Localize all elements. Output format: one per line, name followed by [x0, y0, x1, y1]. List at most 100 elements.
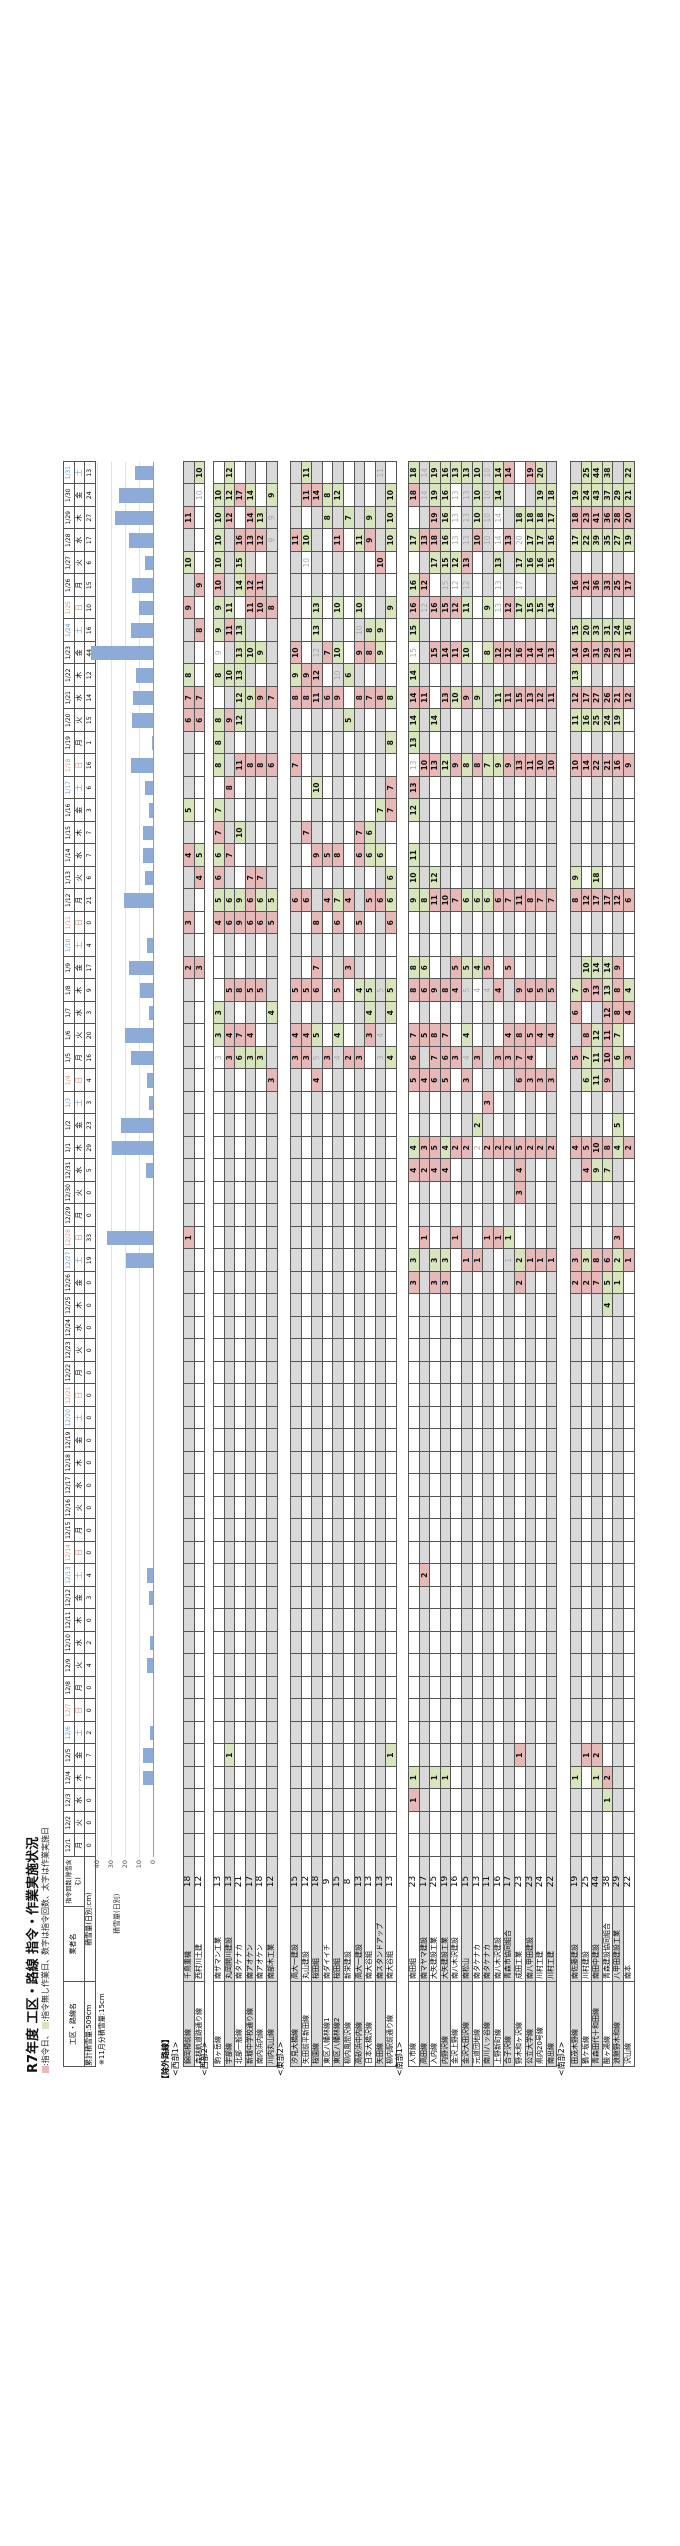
- day-cell[interactable]: 13: [234, 641, 246, 664]
- day-cell[interactable]: 12: [450, 574, 462, 597]
- day-cell[interactable]: [266, 1114, 278, 1137]
- day-cell[interactable]: [440, 1519, 451, 1542]
- day-cell[interactable]: [322, 799, 333, 822]
- day-cell[interactable]: [493, 1766, 504, 1789]
- day-cell[interactable]: [623, 1091, 635, 1114]
- day-cell[interactable]: [364, 1406, 376, 1429]
- day-cell[interactable]: [591, 821, 603, 844]
- day-cell[interactable]: [419, 1519, 430, 1542]
- day-cell[interactable]: 11: [234, 754, 246, 777]
- day-cell[interactable]: [493, 1586, 504, 1609]
- day-cell[interactable]: 4: [493, 979, 504, 1002]
- day-cell[interactable]: 4: [440, 1136, 451, 1159]
- day-cell[interactable]: 3: [354, 1046, 365, 1069]
- day-cell[interactable]: [581, 1609, 592, 1632]
- day-cell[interactable]: [503, 1204, 515, 1227]
- day-cell[interactable]: [385, 709, 397, 732]
- day-cell[interactable]: [194, 506, 205, 529]
- day-cell[interactable]: 14: [525, 641, 536, 664]
- day-cell[interactable]: [581, 1834, 592, 1857]
- day-cell[interactable]: [385, 1339, 397, 1362]
- day-cell[interactable]: [440, 619, 451, 642]
- day-cell[interactable]: [354, 1406, 365, 1429]
- day-cell[interactable]: [375, 911, 386, 934]
- day-cell[interactable]: [234, 934, 246, 957]
- day-cell[interactable]: [535, 1676, 547, 1699]
- day-cell[interactable]: [183, 1339, 195, 1362]
- day-cell[interactable]: [581, 731, 592, 754]
- day-cell[interactable]: [290, 1159, 302, 1182]
- day-cell[interactable]: [245, 1384, 256, 1407]
- day-cell[interactable]: [245, 1564, 256, 1587]
- day-cell[interactable]: [322, 1114, 333, 1137]
- day-cell[interactable]: 8: [440, 979, 451, 1002]
- day-cell[interactable]: [440, 1744, 451, 1767]
- day-cell[interactable]: [354, 1474, 365, 1497]
- day-cell[interactable]: [482, 1834, 494, 1857]
- day-cell[interactable]: [482, 1204, 494, 1227]
- day-cell[interactable]: 16: [440, 461, 451, 484]
- day-cell[interactable]: 3: [408, 1271, 420, 1294]
- day-cell[interactable]: [602, 1226, 613, 1249]
- day-cell[interactable]: [290, 1204, 302, 1227]
- day-cell[interactable]: [311, 1744, 323, 1767]
- day-cell[interactable]: [461, 911, 473, 934]
- day-cell[interactable]: [581, 1789, 592, 1812]
- day-cell[interactable]: 13: [461, 551, 473, 574]
- day-cell[interactable]: [450, 1496, 462, 1519]
- day-cell[interactable]: [364, 1519, 376, 1542]
- day-cell[interactable]: [194, 1271, 205, 1294]
- day-cell[interactable]: [301, 844, 312, 867]
- day-cell[interactable]: 4: [429, 1159, 441, 1182]
- day-cell[interactable]: [234, 1631, 246, 1654]
- day-cell[interactable]: [429, 1789, 441, 1812]
- day-cell[interactable]: [602, 1654, 613, 1677]
- day-cell[interactable]: [354, 866, 365, 889]
- day-cell[interactable]: [322, 1654, 333, 1677]
- day-cell[interactable]: 8: [612, 1001, 624, 1024]
- day-cell[interactable]: [354, 1789, 365, 1812]
- day-cell[interactable]: 6: [290, 889, 302, 912]
- day-cell[interactable]: [493, 1811, 504, 1834]
- day-cell[interactable]: [461, 1406, 473, 1429]
- day-cell[interactable]: 20: [514, 529, 526, 552]
- day-cell[interactable]: [234, 1699, 246, 1722]
- day-cell[interactable]: [612, 1789, 624, 1812]
- day-cell[interactable]: 7: [194, 686, 205, 709]
- day-cell[interactable]: [343, 1294, 355, 1317]
- day-cell[interactable]: 12: [570, 686, 582, 709]
- day-cell[interactable]: 1: [493, 1226, 504, 1249]
- day-cell[interactable]: [311, 551, 323, 574]
- day-cell[interactable]: [194, 1564, 205, 1587]
- day-cell[interactable]: [375, 1204, 386, 1227]
- day-cell[interactable]: [602, 1496, 613, 1519]
- day-cell[interactable]: [440, 821, 451, 844]
- day-cell[interactable]: [322, 1361, 333, 1384]
- day-cell[interactable]: [419, 619, 430, 642]
- day-cell[interactable]: [419, 1294, 430, 1317]
- day-cell[interactable]: [546, 1811, 557, 1834]
- day-cell[interactable]: [234, 1339, 246, 1362]
- day-cell[interactable]: 4: [472, 979, 483, 1002]
- day-cell[interactable]: [408, 1654, 420, 1677]
- day-cell[interactable]: [503, 1541, 515, 1564]
- day-cell[interactable]: [354, 1159, 365, 1182]
- day-cell[interactable]: [493, 844, 504, 867]
- day-cell[interactable]: [343, 1541, 355, 1564]
- day-cell[interactable]: [213, 1721, 225, 1744]
- day-cell[interactable]: [493, 1069, 504, 1092]
- day-cell[interactable]: 3: [535, 1069, 547, 1092]
- day-cell[interactable]: [623, 1789, 635, 1812]
- day-cell[interactable]: [461, 776, 473, 799]
- day-cell[interactable]: [255, 1789, 267, 1812]
- day-cell[interactable]: [514, 484, 526, 507]
- day-cell[interactable]: [450, 1091, 462, 1114]
- day-cell[interactable]: [224, 1609, 235, 1632]
- day-cell[interactable]: [343, 1024, 355, 1047]
- day-cell[interactable]: [482, 1744, 494, 1767]
- day-cell[interactable]: [525, 1451, 536, 1474]
- day-cell[interactable]: 8: [408, 979, 420, 1002]
- day-cell[interactable]: [493, 1204, 504, 1227]
- route-name[interactable]: 人市線: [408, 1981, 420, 2067]
- day-cell[interactable]: 8: [224, 776, 235, 799]
